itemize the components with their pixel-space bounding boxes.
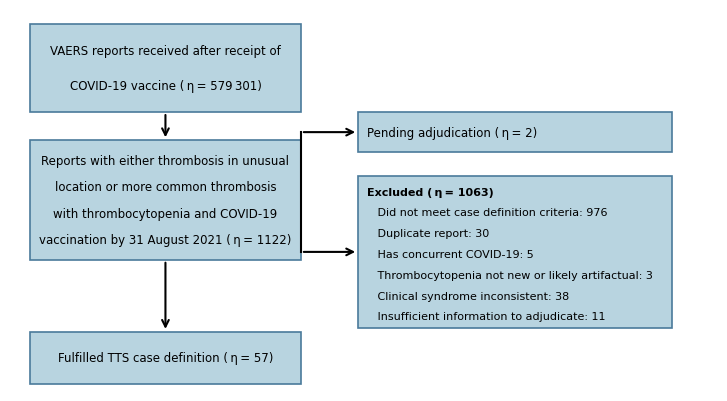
Text: Duplicate report: 30: Duplicate report: 30 [366, 229, 489, 239]
Text: Thrombocytopenia not new or likely artifactual: 3: Thrombocytopenia not new or likely artif… [366, 270, 652, 280]
Text: Fulfilled TTS case definition ( η = 57): Fulfilled TTS case definition ( η = 57) [57, 351, 273, 364]
Text: Did not meet case definition criteria: 976: Did not meet case definition criteria: 9… [366, 208, 607, 218]
FancyBboxPatch shape [30, 25, 301, 113]
FancyBboxPatch shape [358, 113, 672, 153]
Text: Insufficient information to adjudicate: 11: Insufficient information to adjudicate: … [366, 312, 605, 322]
FancyBboxPatch shape [30, 141, 301, 260]
Text: Has concurrent COVID-19: 5: Has concurrent COVID-19: 5 [366, 249, 534, 259]
Text: Pending adjudication ( η = 2): Pending adjudication ( η = 2) [366, 126, 537, 139]
Text: VAERS reports received after receipt of: VAERS reports received after receipt of [50, 45, 281, 58]
FancyBboxPatch shape [358, 176, 672, 328]
Text: COVID-19 vaccine ( η = 579 301): COVID-19 vaccine ( η = 579 301) [70, 80, 262, 93]
FancyBboxPatch shape [30, 332, 301, 384]
Text: vaccination by 31 August 2021 ( η = 1122): vaccination by 31 August 2021 ( η = 1122… [39, 234, 292, 247]
Text: Reports with either thrombosis in unusual: Reports with either thrombosis in unusua… [41, 154, 289, 167]
Text: Excluded ( η = 1063): Excluded ( η = 1063) [366, 187, 494, 197]
Text: with thrombocytopenia and COVID-19: with thrombocytopenia and COVID-19 [53, 207, 278, 220]
Text: location or more common thrombosis: location or more common thrombosis [55, 181, 276, 194]
Text: Clinical syndrome inconsistent: 38: Clinical syndrome inconsistent: 38 [366, 291, 569, 301]
